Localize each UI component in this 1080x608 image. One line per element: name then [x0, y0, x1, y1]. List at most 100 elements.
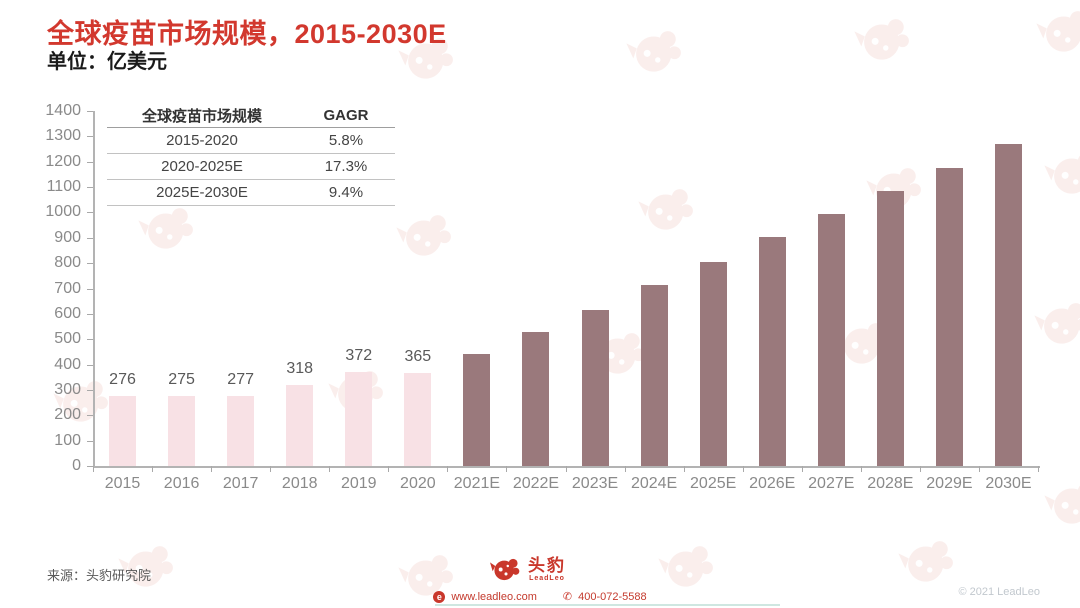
- source-note: 来源：头豹研究院: [47, 568, 152, 583]
- bar: [994, 143, 1022, 466]
- bar: [758, 237, 786, 466]
- cagr-table-row: 2015-2020 5.8%: [107, 128, 395, 154]
- x-axis-tick: [270, 466, 272, 472]
- bar-value-label: 277: [227, 370, 254, 388]
- y-axis-tick: [87, 466, 93, 467]
- cagr-value: 5.8%: [328, 132, 364, 149]
- y-axis-label: 500: [54, 330, 81, 348]
- website-link[interactable]: www.leadleo.com: [451, 590, 537, 603]
- leopard-logo-icon: [490, 556, 522, 588]
- y-axis-label: 200: [54, 406, 81, 424]
- y-axis-tick: [87, 187, 93, 189]
- bar: [404, 373, 432, 466]
- y-axis-label: 700: [54, 279, 81, 297]
- y-axis-label: 300: [54, 380, 81, 398]
- y-axis-label: 100: [54, 431, 81, 449]
- x-axis-label: 2029E: [926, 475, 973, 492]
- x-axis-tick: [860, 466, 862, 472]
- y-axis-label: 1000: [45, 203, 81, 221]
- x-axis-tick: [329, 466, 331, 472]
- y-axis-tick: [87, 111, 93, 112]
- x-axis-tick: [624, 466, 626, 472]
- x-axis-label: 2016: [163, 475, 200, 492]
- brand-name-cn: 头豹: [528, 556, 566, 575]
- bar: [286, 385, 314, 466]
- leadleo-brand: 头豹 LeadLeo: [490, 556, 566, 588]
- x-axis-label: 2022E: [512, 475, 560, 492]
- x-axis-tick: [565, 466, 567, 472]
- cagr-period: 2015-2020: [166, 132, 238, 149]
- x-axis-label: 2026E: [749, 475, 796, 492]
- page-title: 全球疫苗市场规模，2015-2030E: [47, 19, 447, 49]
- x-axis-label: 2021E: [453, 475, 501, 492]
- y-axis-tick: [87, 288, 93, 290]
- bar: [817, 214, 845, 466]
- x-axis-label: 2025E: [690, 475, 737, 492]
- cagr-table-row: 2025E-2030E 9.4%: [107, 180, 395, 206]
- y-axis-tick: [87, 237, 93, 239]
- y-axis-tick: [87, 263, 93, 265]
- y-axis-label: 900: [54, 228, 81, 246]
- bar: [522, 332, 550, 466]
- y-axis-tick: [87, 440, 93, 442]
- phone-icon: ✆: [562, 590, 573, 603]
- y-axis-label: 1200: [45, 152, 81, 170]
- bar-value-label: 372: [345, 346, 373, 364]
- bar: [935, 168, 963, 466]
- cagr-header-market: 全球疫苗市场规模: [141, 107, 262, 125]
- brand-text: 头豹 LeadLeo: [528, 556, 566, 582]
- bar: [109, 396, 137, 466]
- x-axis-tick: [978, 466, 980, 472]
- y-axis-tick: [87, 212, 93, 214]
- cagr-value: 9.4%: [328, 184, 364, 201]
- x-axis-tick: [919, 466, 921, 472]
- cagr-value: 17.3%: [324, 158, 368, 175]
- y-axis-label: 0: [72, 457, 81, 474]
- x-axis-tick: [506, 466, 508, 472]
- x-axis-label: 2017: [222, 475, 259, 492]
- bar: [463, 354, 491, 466]
- x-axis-label: 2024E: [630, 475, 678, 492]
- globe-icon: e: [433, 590, 446, 603]
- bar: [345, 371, 373, 466]
- x-axis-tick: [152, 466, 154, 472]
- x-axis-label: 2019: [340, 475, 377, 492]
- phone-number: 400-072-5588: [578, 590, 647, 603]
- x-axis-tick: [388, 466, 390, 472]
- cagr-header-gagr: GAGR: [323, 106, 369, 124]
- y-axis-tick: [87, 415, 93, 417]
- cagr-period: 2020-2025E: [161, 158, 243, 175]
- plot-area: [93, 111, 1040, 468]
- y-axis-label: 1300: [45, 127, 81, 145]
- contact-line: e www.leadleo.com ✆ 400-072-5588: [0, 590, 1080, 603]
- x-axis-label: 2018: [281, 475, 318, 492]
- y-axis-tick: [87, 161, 93, 163]
- x-axis-tick: [683, 466, 685, 472]
- bar: [581, 309, 609, 466]
- y-axis-label: 1400: [45, 102, 81, 119]
- unit-label: 单位：亿美元: [47, 51, 167, 73]
- y-axis-label: 1100: [46, 178, 81, 196]
- x-axis-tick: [93, 466, 94, 472]
- x-axis-label: 2020: [400, 475, 436, 492]
- x-axis-label: 2023E: [571, 475, 619, 492]
- bar: [168, 396, 196, 466]
- cagr-table-header: 全球疫苗市场规模 GAGR: [107, 103, 395, 128]
- cagr-period: 2025E-2030E: [156, 184, 248, 201]
- y-axis-label: 400: [54, 355, 81, 373]
- cagr-table: 全球疫苗市场规模 GAGR 2015-2020 5.8% 2020-2025E 17.…: [107, 103, 395, 206]
- cagr-table-row: 2020-2025E 17.3%: [107, 154, 395, 180]
- footer-divider: [435, 604, 780, 606]
- x-axis-tick: [801, 466, 803, 472]
- y-axis-tick: [87, 364, 93, 366]
- bar: [876, 190, 904, 466]
- y-axis-tick: [87, 339, 93, 341]
- y-axis-label: 800: [54, 254, 81, 272]
- x-axis-label: 2015: [104, 475, 141, 492]
- y-axis-tick: [87, 136, 93, 138]
- y-axis-label: 600: [54, 304, 81, 322]
- bar-value-label: 276: [109, 371, 136, 388]
- bar: [227, 395, 255, 466]
